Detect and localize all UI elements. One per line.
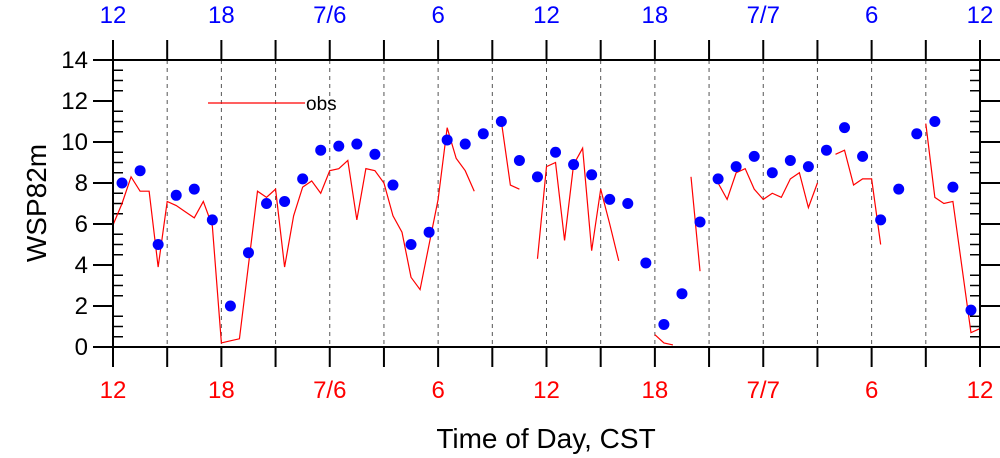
model-point [550,146,562,158]
x-tick-label-bottom: 18 [208,377,235,404]
model-point [116,177,128,189]
x-tick-label-bottom: 7/6 [313,377,346,404]
model-point [947,181,959,193]
model-point [279,195,291,207]
model-point [513,154,525,166]
axis-ticks [93,40,1000,367]
y-tick-label: 2 [75,293,88,320]
model-point [369,148,381,160]
y-tick-label: 12 [61,88,88,115]
model-point [152,239,164,250]
y-axis-label: WSP82m [21,144,52,262]
x-tick-label-top: 7/7 [747,2,780,29]
model-point [748,150,760,162]
model-point [911,128,923,140]
model-point [261,198,273,209]
model-point [965,304,977,316]
model-point [351,138,363,150]
model-point [604,193,616,205]
obs-line-segment [112,127,475,344]
x-tick-label-top: 6 [431,2,444,29]
model-point [766,167,778,179]
model-point [568,159,580,171]
y-tick-label: 6 [75,211,88,238]
x-tick-label-top: 18 [208,2,235,29]
model-point [224,300,236,312]
model-point [477,128,489,140]
x-tick-label-top: 18 [642,2,669,29]
model-point [441,134,453,146]
model-point [730,161,742,173]
x-tick-label-bottom: 12 [967,377,994,404]
y-tick-label: 8 [75,170,88,197]
x-tick-label-top: 12 [533,2,560,29]
y-tick-label: 4 [75,252,88,279]
model-point [622,198,634,209]
model-point [333,140,345,152]
model-point [875,214,887,226]
obs-line-segment [500,121,520,190]
y-tick-label: 0 [75,334,88,361]
series-layer [112,116,981,346]
model-point [640,257,652,269]
plot-frame [112,59,981,348]
legend-label-obs: obs [306,94,337,115]
legend: obs [208,94,337,115]
y-tick-label: 14 [61,47,88,74]
x-tick-label-bottom: 7/7 [747,377,780,404]
obs-line-segment [925,123,981,334]
tick-labels: 12 12 18 18 7/6 7/6 6 6 12 12 18 18 7/7 7/7 6 6 12 12 0 2 4 6… [61,2,993,404]
model-point [676,288,688,300]
x-tick-label-top: 6 [865,2,878,29]
model-point [423,226,435,238]
model-point [315,144,327,156]
model-point [459,138,471,150]
x-tick-label-top: 12 [967,2,994,29]
model-point [242,247,254,259]
model-point [820,144,832,156]
model-point [712,173,724,185]
model-point [784,154,796,166]
model-point [929,116,941,127]
model-point [188,183,200,195]
model-point [586,169,598,181]
model-point [206,214,218,226]
x-tick-label-bottom: 6 [431,377,444,404]
x-tick-label-bottom: 12 [100,377,127,404]
x-tick-label-bottom: 6 [865,377,878,404]
obs-line-segment [717,167,819,210]
x-axis-label: Time of Day, CST [436,423,655,454]
model-point [893,183,905,195]
model-point [297,173,309,185]
model-point [694,216,706,228]
model-point [405,239,417,250]
x-tick-label-bottom: 12 [533,377,560,404]
obs-line-segment [835,149,882,245]
model-point [839,122,851,134]
y-tick-label: 10 [61,129,88,156]
x-tick-label-bottom: 18 [642,377,669,404]
obs-line-segment [536,146,620,262]
model-point [170,189,182,201]
model-point [134,165,146,177]
obs-line-segment [654,334,674,346]
model-point [531,171,543,183]
model-point [495,116,507,127]
x-tick-label-top: 7/6 [313,2,346,29]
x-tick-label-top: 12 [100,2,127,29]
model-point [387,179,399,191]
model-point [658,318,670,330]
model-point [857,150,869,162]
model-point [802,161,814,173]
